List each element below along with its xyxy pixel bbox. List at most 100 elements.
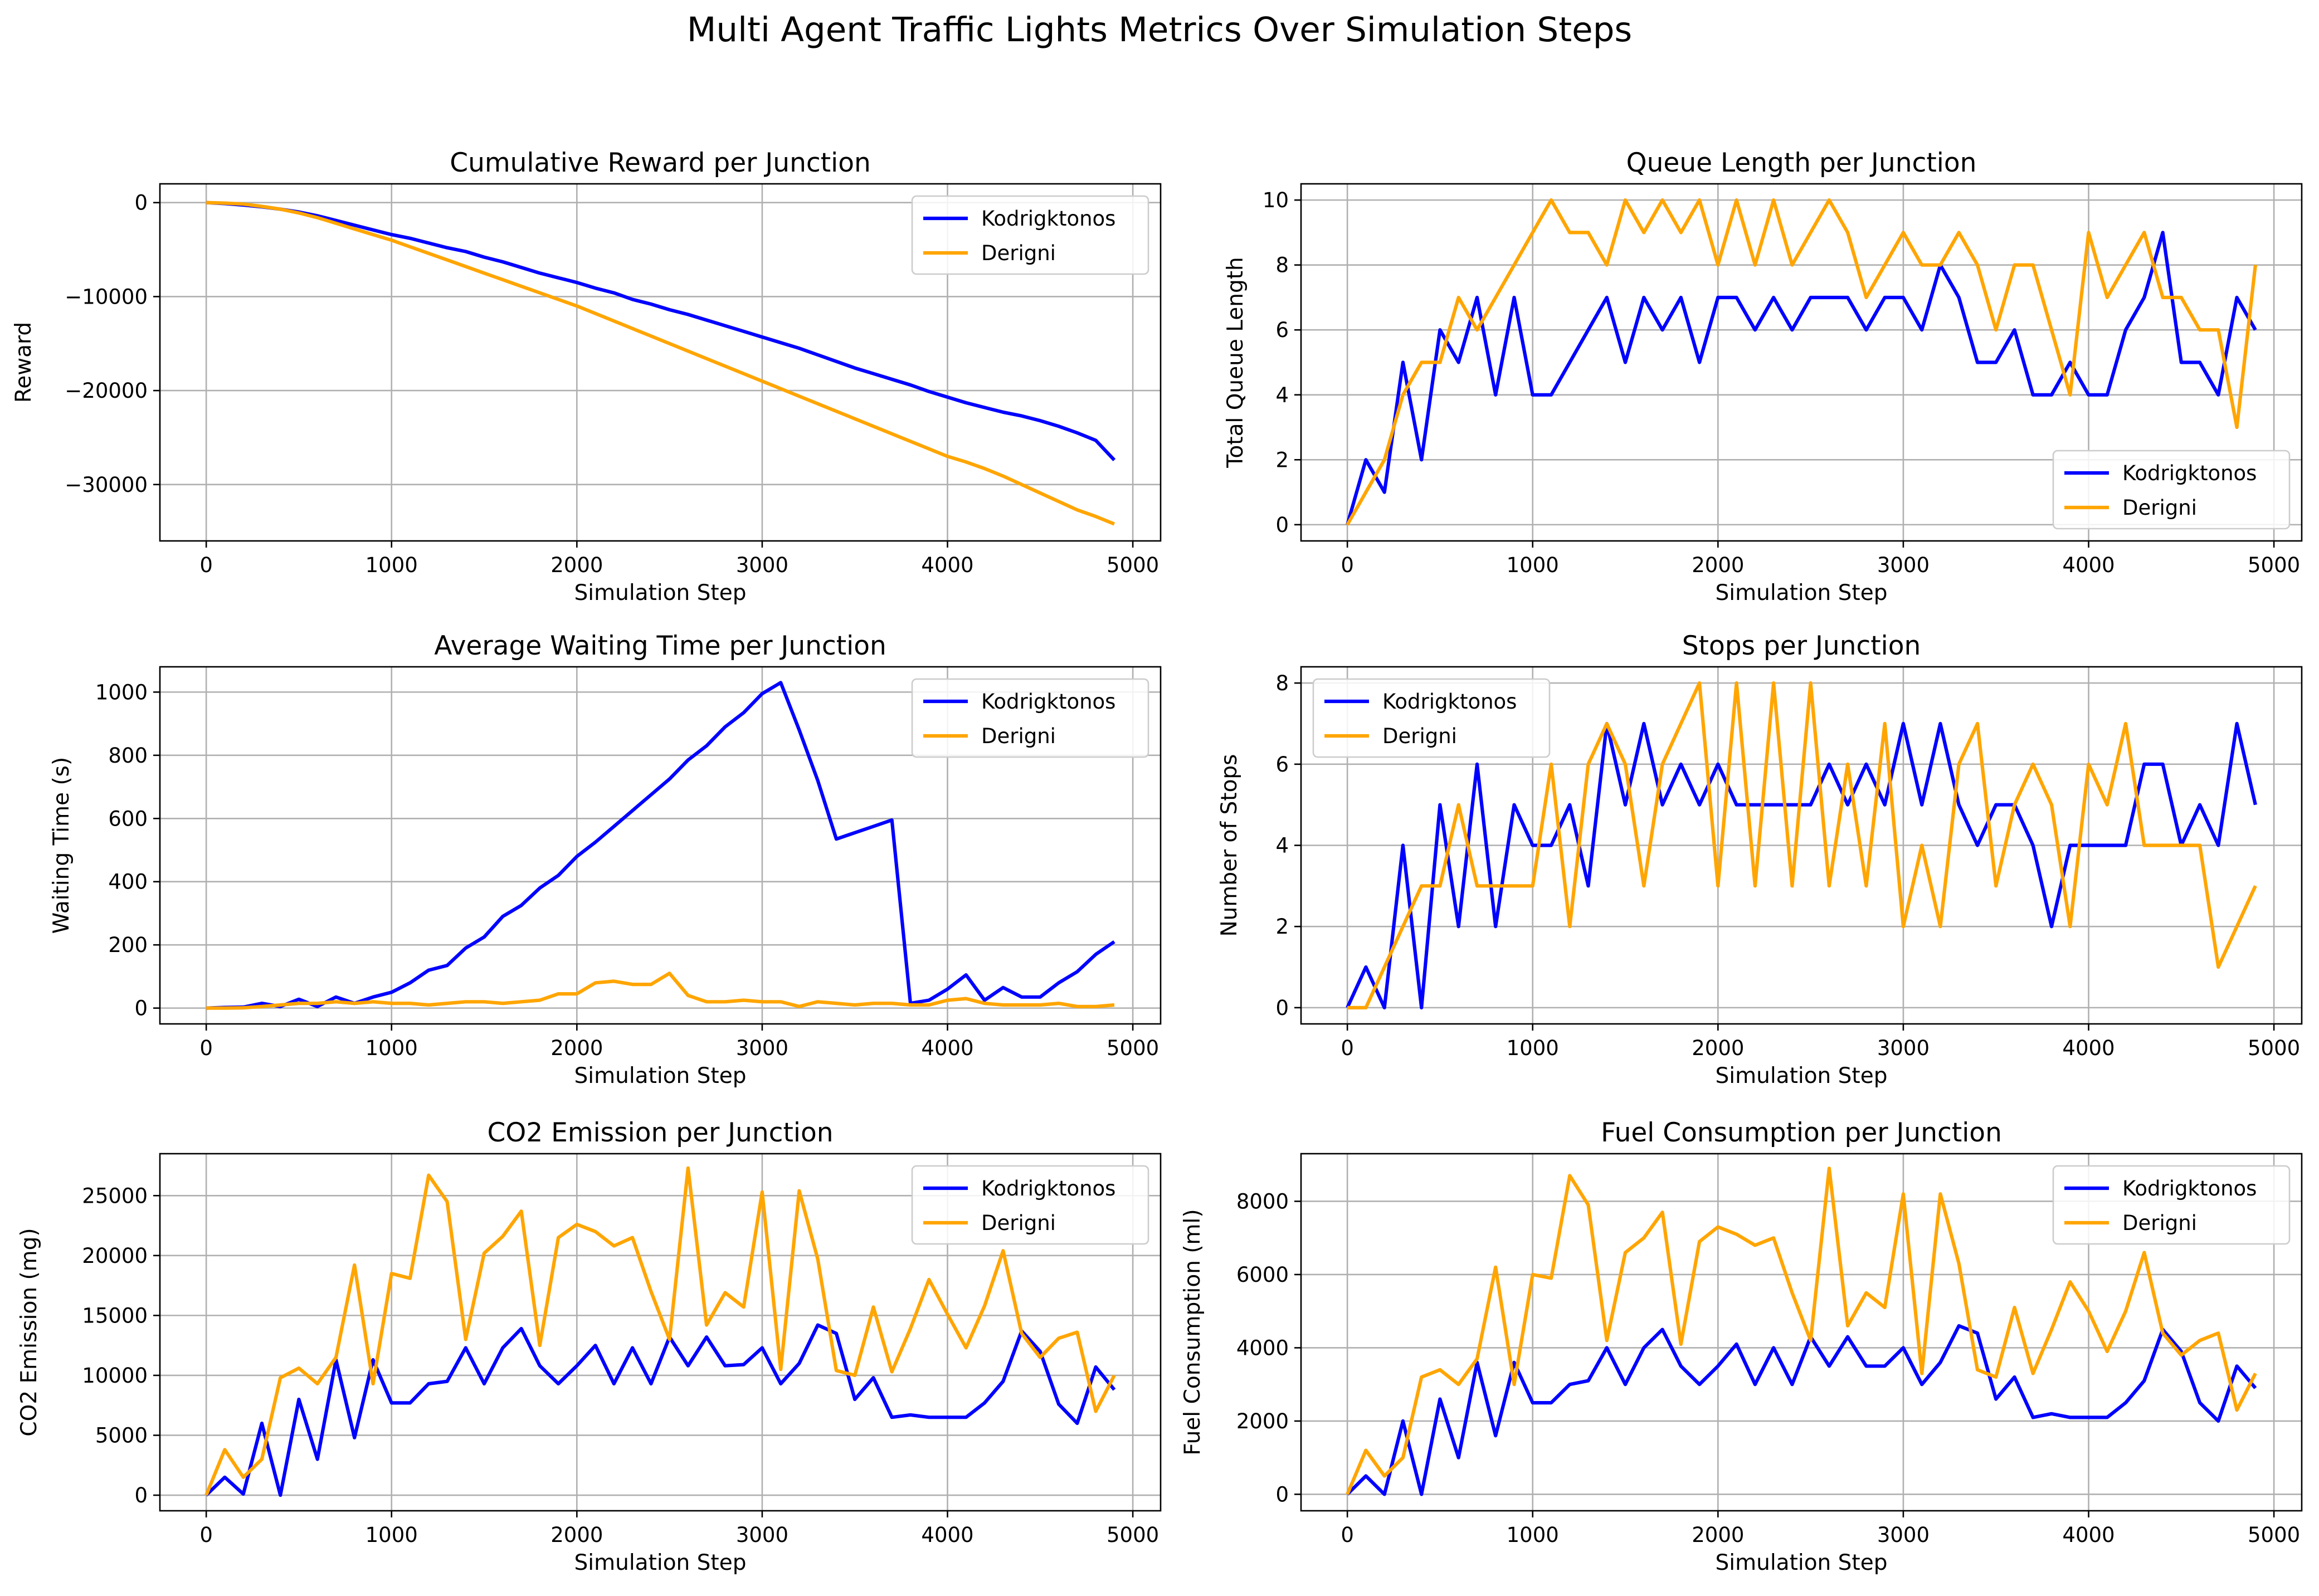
y-tick-label: 2	[1275, 915, 1289, 939]
legend: Kodrigktonos Derigni	[912, 1166, 1148, 1244]
x-tick-label: 0	[199, 553, 213, 577]
x-tick-label: 4000	[921, 1523, 973, 1547]
y-tick-label: 800	[108, 744, 148, 768]
y-tick-label: 25000	[82, 1184, 148, 1208]
x-tick-label: 1000	[366, 553, 418, 577]
y-tick-label: −30000	[65, 473, 148, 497]
x-tick-label: 3000	[736, 553, 788, 577]
x-tick-label: 1000	[1507, 553, 1559, 577]
y-tick-label: 400	[108, 870, 148, 894]
x-tick-label: 0	[199, 1523, 213, 1547]
legend-label-kodrigktonos: Kodrigktonos	[981, 1177, 1115, 1200]
x-tick-label: 0	[1341, 1523, 1354, 1547]
x-tick-label: 4000	[2062, 1036, 2115, 1060]
series-line-kodrigktonos	[206, 1325, 1114, 1495]
x-tick-label: 0	[1341, 1036, 1354, 1060]
x-tick-label: 1000	[366, 1036, 418, 1060]
y-tick-label: −20000	[65, 379, 148, 403]
subplot-3: 0 1000 2000 3000 4000 5000 0 200 400 600 800 1000 Av…	[49, 631, 1161, 1089]
y-tick-label: 20000	[82, 1244, 148, 1268]
y-axis-label: Number of Stops	[1217, 754, 1242, 936]
x-tick-label: 5000	[1107, 1523, 1159, 1547]
y-tick-label: 8	[1275, 253, 1289, 277]
x-tick-label: 4000	[2062, 553, 2115, 577]
y-tick-label: 0	[1275, 1482, 1289, 1506]
legend-label-derigni: Derigni	[981, 1211, 1056, 1235]
legend-label-derigni: Derigni	[2122, 1211, 2197, 1235]
x-tick-label: 2000	[1692, 1523, 1744, 1547]
x-tick-label: 5000	[2248, 1036, 2300, 1060]
y-tick-label: 2	[1275, 448, 1289, 472]
y-tick-label: 0	[134, 997, 148, 1021]
y-tick-label: 1000	[95, 680, 148, 704]
y-tick-label: 600	[108, 807, 148, 831]
y-tick-label: 0	[134, 1483, 148, 1507]
x-tick-label: 2000	[550, 1036, 603, 1060]
y-tick-label: 200	[108, 933, 148, 957]
y-tick-label: 4	[1275, 383, 1289, 407]
legend: Kodrigktonos Derigni	[2053, 451, 2289, 529]
y-tick-label: 0	[1275, 996, 1289, 1020]
y-axis-label: CO2 Emission (mg)	[17, 1228, 42, 1436]
x-tick-label: 4000	[921, 1036, 973, 1060]
y-tick-label: 5000	[95, 1423, 148, 1447]
x-axis-label: Simulation Step	[574, 1063, 747, 1089]
x-tick-label: 2000	[550, 1523, 603, 1547]
y-tick-label: 2000	[1236, 1409, 1289, 1433]
x-tick-label: 5000	[1107, 1036, 1159, 1060]
x-tick-label: 5000	[2248, 1523, 2300, 1547]
x-tick-label: 1000	[366, 1523, 418, 1547]
y-tick-label: 10	[1263, 188, 1289, 212]
subplot-title: CO2 Emission per Junction	[487, 1117, 833, 1148]
x-axis-label: Simulation Step	[1716, 1550, 1888, 1575]
subplot-1: 0 1000 2000 3000 4000 5000 −30000 −20000 −10000 0…	[11, 148, 1161, 606]
x-tick-label: 3000	[736, 1523, 788, 1547]
y-tick-label: 4	[1275, 834, 1289, 858]
subplot-title: Average Waiting Time per Junction	[434, 631, 886, 661]
y-axis-label: Fuel Consumption (ml)	[1180, 1209, 1205, 1455]
y-axis-label: Total Queue Length	[1223, 257, 1248, 468]
x-tick-label: 5000	[2248, 553, 2300, 577]
y-tick-label: 6000	[1236, 1263, 1289, 1287]
legend: Kodrigktonos Derigni	[2053, 1166, 2289, 1244]
y-tick-label: 0	[1275, 513, 1289, 537]
x-tick-label: 2000	[1692, 553, 1744, 577]
legend-label-derigni: Derigni	[981, 241, 1056, 265]
x-axis-label: Simulation Step	[574, 580, 747, 606]
legend: Kodrigktonos Derigni	[912, 196, 1148, 274]
legend-label-derigni: Derigni	[981, 724, 1056, 748]
subplot-5: 0 1000 2000 3000 4000 5000 0 5000 10000 15000 2000…	[17, 1117, 1161, 1575]
y-axis-label: Waiting Time (s)	[49, 757, 74, 934]
subplot-title: Queue Length per Junction	[1626, 148, 1977, 178]
x-tick-label: 2000	[550, 553, 603, 577]
subplot-2: 0 1000 2000 3000 4000 5000 0 2 4 6 8 10 Queue Length…	[1223, 148, 2302, 606]
x-tick-label: 3000	[1877, 553, 1930, 577]
y-tick-label: 8	[1275, 671, 1289, 695]
x-tick-label: 0	[1341, 553, 1354, 577]
x-axis-label: Simulation Step	[1716, 1063, 1888, 1089]
series-line-kodrigktonos	[1347, 1326, 2255, 1494]
x-tick-label: 0	[199, 1036, 213, 1060]
legend-label-kodrigktonos: Kodrigktonos	[2122, 461, 2257, 485]
subplot-6: 0 1000 2000 3000 4000 500002000400060008000Fu…	[1180, 1117, 2302, 1575]
legend-label-kodrigktonos: Kodrigktonos	[1382, 690, 1517, 714]
legend-label-kodrigktonos: Kodrigktonos	[981, 207, 1115, 231]
y-tick-label: 6	[1275, 318, 1289, 342]
x-axis-label: Simulation Step	[574, 1550, 747, 1575]
y-tick-label: 6	[1275, 753, 1289, 777]
subplot-4: 0 1000 2000 3000 4000 500002468Stops per Junc…	[1217, 631, 2302, 1089]
x-tick-label: 3000	[736, 1036, 788, 1060]
legend-label-derigni: Derigni	[2122, 496, 2197, 520]
legend: Kodrigktonos Derigni	[1313, 679, 1550, 757]
y-axis-label: Reward	[11, 322, 36, 403]
x-tick-label: 2000	[1692, 1036, 1744, 1060]
y-tick-label: 15000	[82, 1304, 148, 1327]
legend: Kodrigktonos Derigni	[912, 679, 1148, 757]
y-tick-label: −10000	[65, 285, 148, 309]
y-tick-label: 10000	[82, 1364, 148, 1388]
x-tick-label: 4000	[921, 553, 973, 577]
x-tick-label: 4000	[2062, 1523, 2115, 1547]
legend-label-kodrigktonos: Kodrigktonos	[2122, 1177, 2257, 1200]
y-tick-label: 4000	[1236, 1336, 1289, 1360]
